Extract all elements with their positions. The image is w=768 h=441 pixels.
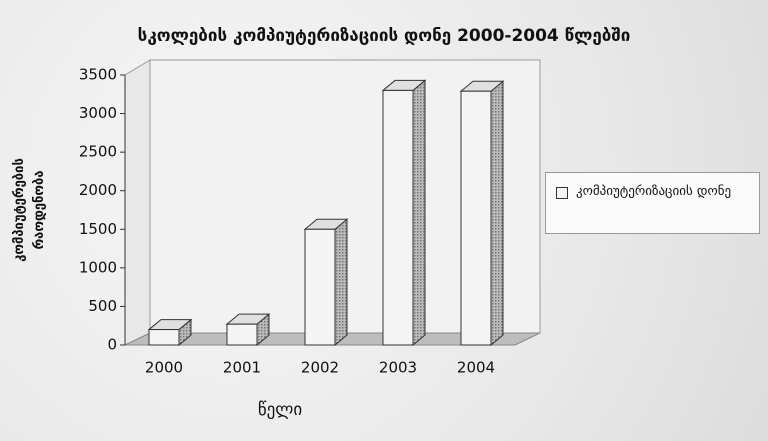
x-tick-label: 2004 (457, 359, 495, 377)
x-tick-label: 2003 (379, 359, 417, 377)
y-tick-label: 0 (107, 336, 117, 354)
y-tick-label: 1000 (79, 258, 117, 276)
y-tick-label: 3000 (79, 104, 117, 122)
bar-side (412, 79, 426, 347)
bar-side (334, 218, 348, 347)
y-tick-label: 3500 (79, 66, 117, 84)
y-axis-title: კომპიუტერების რაოდენობა (12, 158, 47, 262)
legend-swatch (556, 187, 568, 199)
x-axis-title: წელი (258, 400, 302, 420)
legend-label: კომპიუტერიზაციის დონე (576, 184, 732, 199)
bar (148, 329, 180, 346)
bar-side (490, 80, 504, 347)
chart-title: სკოლების კომპიუტერიზაციის დონე 2000-2004… (138, 26, 631, 46)
x-tick-label: 2000 (145, 359, 183, 377)
y-tick-label: 2500 (79, 143, 117, 161)
y-tick-label: 500 (88, 297, 117, 315)
x-tick-label: 2001 (223, 359, 261, 377)
side-wall (124, 59, 151, 346)
bar (382, 89, 414, 346)
y-tick-label: 2000 (79, 181, 117, 199)
bar (460, 90, 492, 346)
bar (304, 228, 336, 346)
bar (226, 323, 258, 346)
legend: კომპიუტერიზაციის დონე (545, 172, 760, 234)
x-tick-label: 2002 (301, 359, 339, 377)
y-tick-label: 1500 (79, 220, 117, 238)
